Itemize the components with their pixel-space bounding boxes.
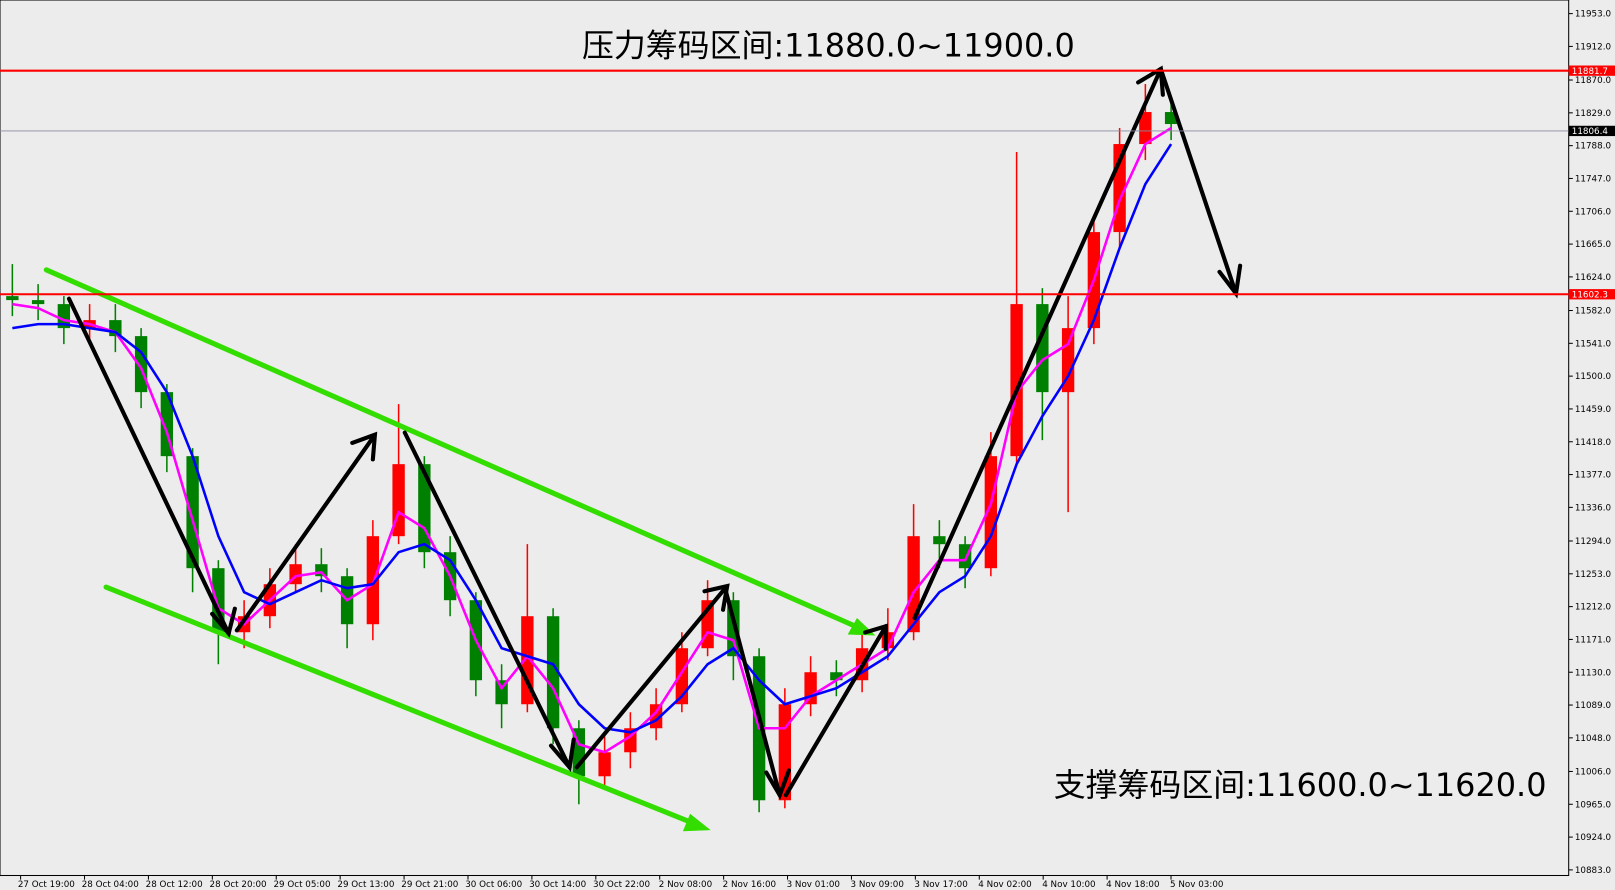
x-tick-label: 2 Nov 16:00 <box>723 880 776 890</box>
x-tick-label: 29 Oct 05:00 <box>273 880 330 890</box>
arrow <box>548 737 576 773</box>
y-tick-label: 10965.0 <box>1575 800 1611 810</box>
level-tag <box>1568 65 1615 76</box>
black-arrows <box>66 65 1243 800</box>
x-tick-label: 27 Oct 19:00 <box>18 880 75 890</box>
arrow <box>863 623 888 651</box>
arrow <box>574 585 729 770</box>
candle-body <box>675 648 689 705</box>
y-tick-label: 11377.0 <box>1575 471 1611 481</box>
x-tick-label: 3 Nov 09:00 <box>850 880 903 890</box>
y-tick-label: 11912.0 <box>1575 43 1611 53</box>
candle-body <box>804 672 817 705</box>
candle-body <box>315 564 328 577</box>
candle-body <box>521 616 534 705</box>
support-note: 支撑筹码区间:11600.0~11620.0 <box>1054 766 1547 804</box>
candle-body <box>186 456 199 569</box>
y-tick-label: 11829.0 <box>1575 109 1611 119</box>
y-tick-label: 11747.0 <box>1575 175 1611 185</box>
y-tick-label: 11253.0 <box>1575 570 1611 580</box>
x-tick-label: 5 Nov 03:00 <box>1170 880 1223 890</box>
candle-body <box>366 536 380 625</box>
candle-body <box>1061 328 1075 393</box>
arrow <box>402 430 572 770</box>
y-tick-label: 11541.0 <box>1575 339 1611 349</box>
y-tick-label: 11582.0 <box>1575 307 1611 317</box>
level-label: 11602.3 <box>1572 290 1608 300</box>
trend-arrows <box>43 65 1243 832</box>
last-price-label: 11806.4 <box>1572 127 1609 137</box>
y-tick-label: 11212.0 <box>1575 603 1611 613</box>
x-tick-label: 3 Nov 01:00 <box>787 880 840 890</box>
y-tick-label: 11624.0 <box>1575 273 1611 283</box>
x-tick-label: 30 Oct 22:00 <box>593 880 650 890</box>
arrow <box>66 296 231 636</box>
channel-line <box>43 267 863 631</box>
y-tick-label: 11665.0 <box>1575 240 1611 250</box>
last-price-tag <box>1568 125 1615 137</box>
level-tag <box>1568 289 1615 300</box>
x-tick-label: 2 Nov 08:00 <box>659 880 712 890</box>
y-tick-label: 11089.0 <box>1575 701 1611 711</box>
x-tick-label: 4 Nov 02:00 <box>978 880 1031 890</box>
x-tick-label: 28 Oct 12:00 <box>146 880 203 890</box>
arrow <box>350 431 378 462</box>
y-tick-label: 10924.0 <box>1575 833 1611 843</box>
candle-body <box>418 464 431 553</box>
x-tick-label: 28 Oct 04:00 <box>82 880 139 890</box>
candle-body <box>830 672 843 681</box>
resistance-note: 压力筹码区间:11880.0~11900.0 <box>582 27 1075 65</box>
arrow <box>234 435 375 633</box>
x-tick-label: 30 Oct 14:00 <box>529 880 586 890</box>
candle-body <box>31 300 45 305</box>
marks <box>6 84 1178 813</box>
arrow <box>702 583 730 612</box>
y-tick-label: 11870.0 <box>1575 76 1611 86</box>
arrow <box>912 66 1163 621</box>
candle-body <box>1036 304 1049 393</box>
y-tick-label: 11459.0 <box>1575 405 1611 415</box>
y-tick-label: 11171.0 <box>1575 636 1611 646</box>
arrowhead <box>682 813 711 832</box>
arrow <box>1158 66 1239 296</box>
channel-line <box>103 584 698 827</box>
y-tick-label: 11788.0 <box>1575 142 1611 152</box>
candle-body <box>907 536 920 633</box>
candle-body <box>958 544 972 569</box>
x-tick-label: 4 Nov 18:00 <box>1106 880 1159 890</box>
x-tick-label: 29 Oct 13:00 <box>337 880 394 890</box>
x-tick-label: 4 Nov 10:00 <box>1042 880 1095 890</box>
arrow <box>783 624 888 798</box>
arrow <box>764 768 792 800</box>
indicator-line <box>12 143 1173 734</box>
arrow <box>724 590 782 798</box>
y-tick-label: 11418.0 <box>1575 438 1611 448</box>
candle-body <box>57 304 71 329</box>
y-tick-label: 11706.0 <box>1575 207 1611 217</box>
candle-body <box>6 296 19 301</box>
candle-body <box>1139 112 1152 145</box>
level-label: 11881.7 <box>1572 67 1608 77</box>
y-tick-label: 11500.0 <box>1575 372 1611 382</box>
x-tick-label: 30 Oct 06:00 <box>465 880 522 890</box>
candle-body <box>1010 304 1023 457</box>
candle-body <box>598 752 611 777</box>
y-tick-label: 11953.0 <box>1575 10 1611 20</box>
y-tick-label: 10883.0 <box>1575 866 1611 876</box>
arrow <box>210 606 237 638</box>
y-tick-label: 11336.0 <box>1575 503 1611 513</box>
x-tick-label: 3 Nov 17:00 <box>914 880 967 890</box>
y-tick-label: 11048.0 <box>1575 734 1611 744</box>
x-tick-label: 29 Oct 21:00 <box>401 880 458 890</box>
x-tick-label: 28 Oct 20:00 <box>210 880 267 890</box>
y-tick-label: 11130.0 <box>1575 668 1611 678</box>
y-tick-label: 11294.0 <box>1575 537 1611 547</box>
y-tick-label: 11006.0 <box>1575 768 1611 778</box>
candle-body <box>933 536 946 545</box>
candle-body <box>546 616 560 729</box>
